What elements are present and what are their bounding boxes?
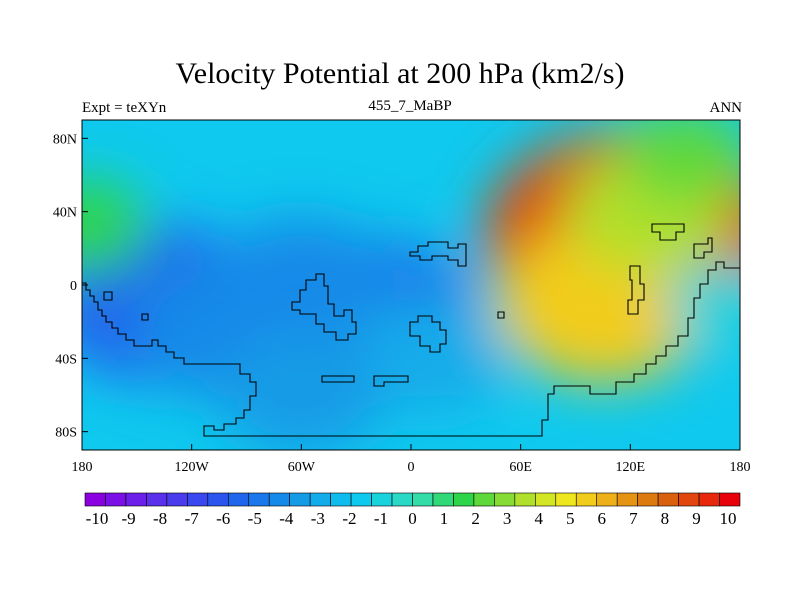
- colorbar-label: -9: [121, 509, 135, 528]
- contour-field: [82, 120, 740, 450]
- x-tick-label: 120E: [616, 460, 646, 475]
- x-tick-label: 180: [72, 460, 93, 475]
- colorbar-swatch: [187, 492, 209, 507]
- colorbar-swatch: [698, 492, 720, 507]
- contour-center-4: [352, 301, 507, 416]
- colorbar-swatch: [105, 492, 127, 507]
- coastline-8: [321, 375, 409, 387]
- colorbar-swatch: [84, 492, 106, 507]
- colorbar-swatch: [616, 492, 638, 507]
- run-label: 455_7_MaBP: [368, 98, 452, 114]
- colorbar-label: 0: [408, 509, 417, 528]
- colorbar-label: -3: [311, 509, 325, 528]
- colorbar-swatch: [596, 492, 618, 507]
- colorbar-swatch: [514, 492, 536, 507]
- colorbar-label: 7: [629, 509, 638, 528]
- experiment-label: Expt = teXYn: [82, 100, 167, 116]
- colorbar-swatch: [350, 492, 372, 507]
- y-tick-label: 80N: [53, 132, 77, 147]
- colorbar-swatch: [719, 492, 741, 507]
- coastline-7: [693, 237, 713, 259]
- colorbar-label: -8: [153, 509, 167, 528]
- colorbar-swatch: [453, 492, 475, 507]
- contour-center-11: [620, 120, 740, 205]
- coastline-6: [627, 265, 645, 315]
- colorbar-label: -6: [216, 509, 230, 528]
- colorbar-label: 3: [503, 509, 512, 528]
- colorbar-swatch: [412, 492, 434, 507]
- y-tick-label: 0: [70, 279, 77, 294]
- colorbar-swatch: [146, 492, 168, 507]
- colorbar-swatch: [432, 492, 454, 507]
- x-tick-label: 60E: [509, 460, 532, 475]
- colorbar-label: 10: [720, 509, 737, 528]
- colorbar-label: 6: [598, 509, 607, 528]
- colorbar-label: -7: [185, 509, 200, 528]
- x-tick-label: 60W: [288, 460, 316, 475]
- colorbar-label: -10: [86, 509, 109, 528]
- colorbar: -10 -9 -8 -7 -6 -5 -4 -3 -2 -1 0 1 2 3 4 5 6 7 8 9 10: [84, 492, 741, 528]
- colorbar-label: 2: [471, 509, 480, 528]
- coastline-2: [291, 273, 357, 341]
- colorbar-swatch: [207, 492, 229, 507]
- colorbar-swatch: [473, 492, 495, 507]
- colorbar-swatch: [125, 492, 147, 507]
- colorbar-swatch: [657, 492, 679, 507]
- colorbar-swatch: [494, 492, 516, 507]
- y-tick-label: 40N: [53, 206, 77, 221]
- x-tick-label: 180: [730, 460, 751, 475]
- colorbar-swatch: [391, 492, 413, 507]
- x-tick-label: 0: [408, 460, 415, 475]
- colorbar-label: 9: [692, 509, 701, 528]
- colorbar-label: -1: [374, 509, 388, 528]
- colorbar-swatch: [268, 492, 290, 507]
- contour-center-9: [666, 262, 740, 345]
- axis-ticks: 180 120W 60W 0 60E 120E 180 80N 40N 0 40S 80S: [53, 132, 751, 475]
- coastline: [82, 261, 740, 437]
- y-tick-label: 80S: [55, 426, 77, 441]
- contour-center-3: [209, 217, 393, 353]
- coastline-4: [409, 315, 447, 353]
- coastline-3: [409, 241, 467, 267]
- coastline-5: [651, 223, 685, 241]
- colorbar-swatch: [330, 492, 352, 507]
- chart-title: Velocity Potential at 200 hPa (km2/s): [175, 57, 625, 90]
- colorbar-swatch: [227, 492, 250, 507]
- colorbar-label: -2: [342, 509, 356, 528]
- colorbar-swatch: [637, 492, 659, 507]
- colorbar-swatch: [289, 492, 311, 507]
- contour-center-10: [82, 180, 149, 273]
- colorbar-label: 5: [566, 509, 575, 528]
- colorbar-label: -5: [248, 509, 262, 528]
- colorbar-swatch: [309, 492, 331, 507]
- coastline-9: [103, 291, 505, 321]
- colorbar-label: -4: [279, 509, 294, 528]
- contour-center-5: [218, 333, 385, 450]
- colorbar-swatch: [575, 492, 598, 507]
- y-tick-label: 40S: [55, 352, 77, 367]
- colorbar-label: 4: [534, 509, 543, 528]
- colorbar-swatch: [371, 492, 393, 507]
- colorbar-label: 1: [440, 509, 449, 528]
- colorbar-swatch: [678, 492, 700, 507]
- colorbar-swatch: [555, 492, 577, 507]
- x-tick-label: 120W: [175, 460, 210, 475]
- colorbar-swatch: [535, 492, 557, 507]
- colorbar-label: 8: [661, 509, 670, 528]
- colorbar-swatch: [248, 492, 270, 507]
- season-label: ANN: [709, 100, 743, 116]
- colorbar-swatch: [166, 492, 188, 507]
